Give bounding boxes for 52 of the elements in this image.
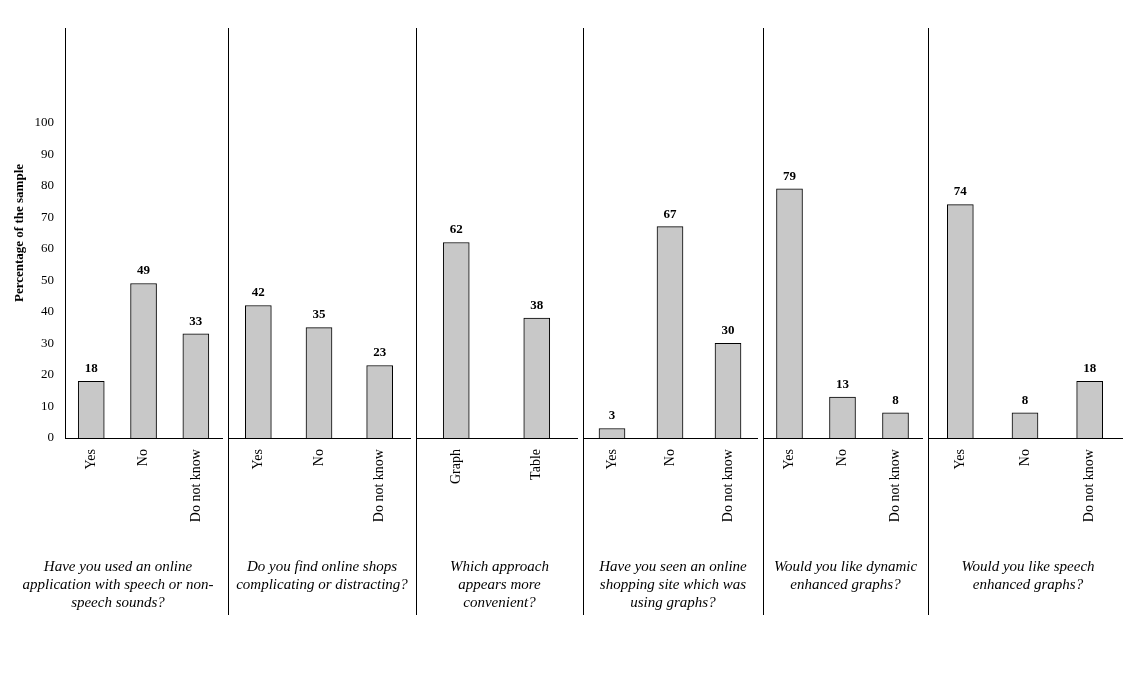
data-label: 30 (721, 322, 735, 338)
x-tick-label: Yes (250, 449, 266, 470)
data-label: 33 (189, 312, 203, 328)
y-axis-title: Percentage of the sample (11, 163, 27, 303)
data-label: 74 (953, 183, 968, 199)
data-label: 62 (449, 221, 463, 237)
x-tick-label: Yes (952, 449, 968, 470)
x-tick-label: No (834, 449, 850, 467)
x-axis-title: Do you find online shops complicating or distracting? (235, 557, 409, 594)
data-label: 38 (530, 297, 544, 313)
y-tick-label: 50 (41, 271, 55, 287)
x-tick-label: Do not know (187, 448, 203, 523)
data-label: 8 (1021, 391, 1029, 407)
x-tick-label: No (1016, 449, 1032, 467)
x-tick-label: No (135, 449, 151, 467)
data-label: 35 (312, 306, 326, 322)
x-tick-label: No (661, 449, 677, 467)
x-axis-title: Would you like speech enhanced graphs? (960, 557, 1096, 594)
y-tick-label: 100 (34, 114, 55, 130)
x-axis-title: Have you seen an online shopping site which was using graphs? (598, 557, 748, 612)
data-label: 79 (783, 167, 797, 183)
y-tick-label: 40 (41, 303, 55, 319)
y-tick-label: 80 (41, 177, 55, 193)
y-tick-label: 0 (47, 429, 55, 445)
y-tick-label: 60 (41, 240, 55, 256)
data-label: 3 (608, 407, 616, 423)
data-label: 49 (137, 262, 151, 278)
x-axis-title: Which approach appears more convenient? (449, 557, 550, 612)
data-label: 13 (836, 375, 850, 391)
data-label: 18 (84, 360, 99, 376)
y-tick-label: 70 (41, 208, 55, 224)
data-label: 18 (1083, 360, 1097, 376)
y-tick-label: 30 (41, 334, 55, 350)
x-tick-label: Do not know (1081, 448, 1097, 523)
x-tick-label: Do not know (371, 448, 387, 523)
x-axis-title: Would you like dynamic enhanced graphs? (772, 557, 919, 594)
data-label: 23 (373, 344, 387, 360)
x-tick-label: Table (528, 449, 544, 480)
x-tick-label: Yes (603, 449, 619, 470)
x-tick-label: Yes (781, 449, 797, 470)
y-tick-label: 20 (41, 366, 55, 382)
x-tick-label: Do not know (719, 448, 735, 523)
x-tick-label: Do not know (887, 448, 903, 523)
y-tick-label: 10 (41, 397, 55, 413)
data-label: 67 (663, 205, 677, 221)
x-tick-label: Graph (447, 449, 463, 484)
data-label: 42 (251, 284, 265, 300)
x-tick-label: Yes (82, 449, 98, 470)
y-tick-label: 90 (41, 145, 55, 161)
data-label: 8 (892, 391, 900, 407)
x-tick-label: No (310, 449, 326, 467)
x-axis-title: Have you used an online application with speech or non-speech sounds? (21, 557, 215, 612)
